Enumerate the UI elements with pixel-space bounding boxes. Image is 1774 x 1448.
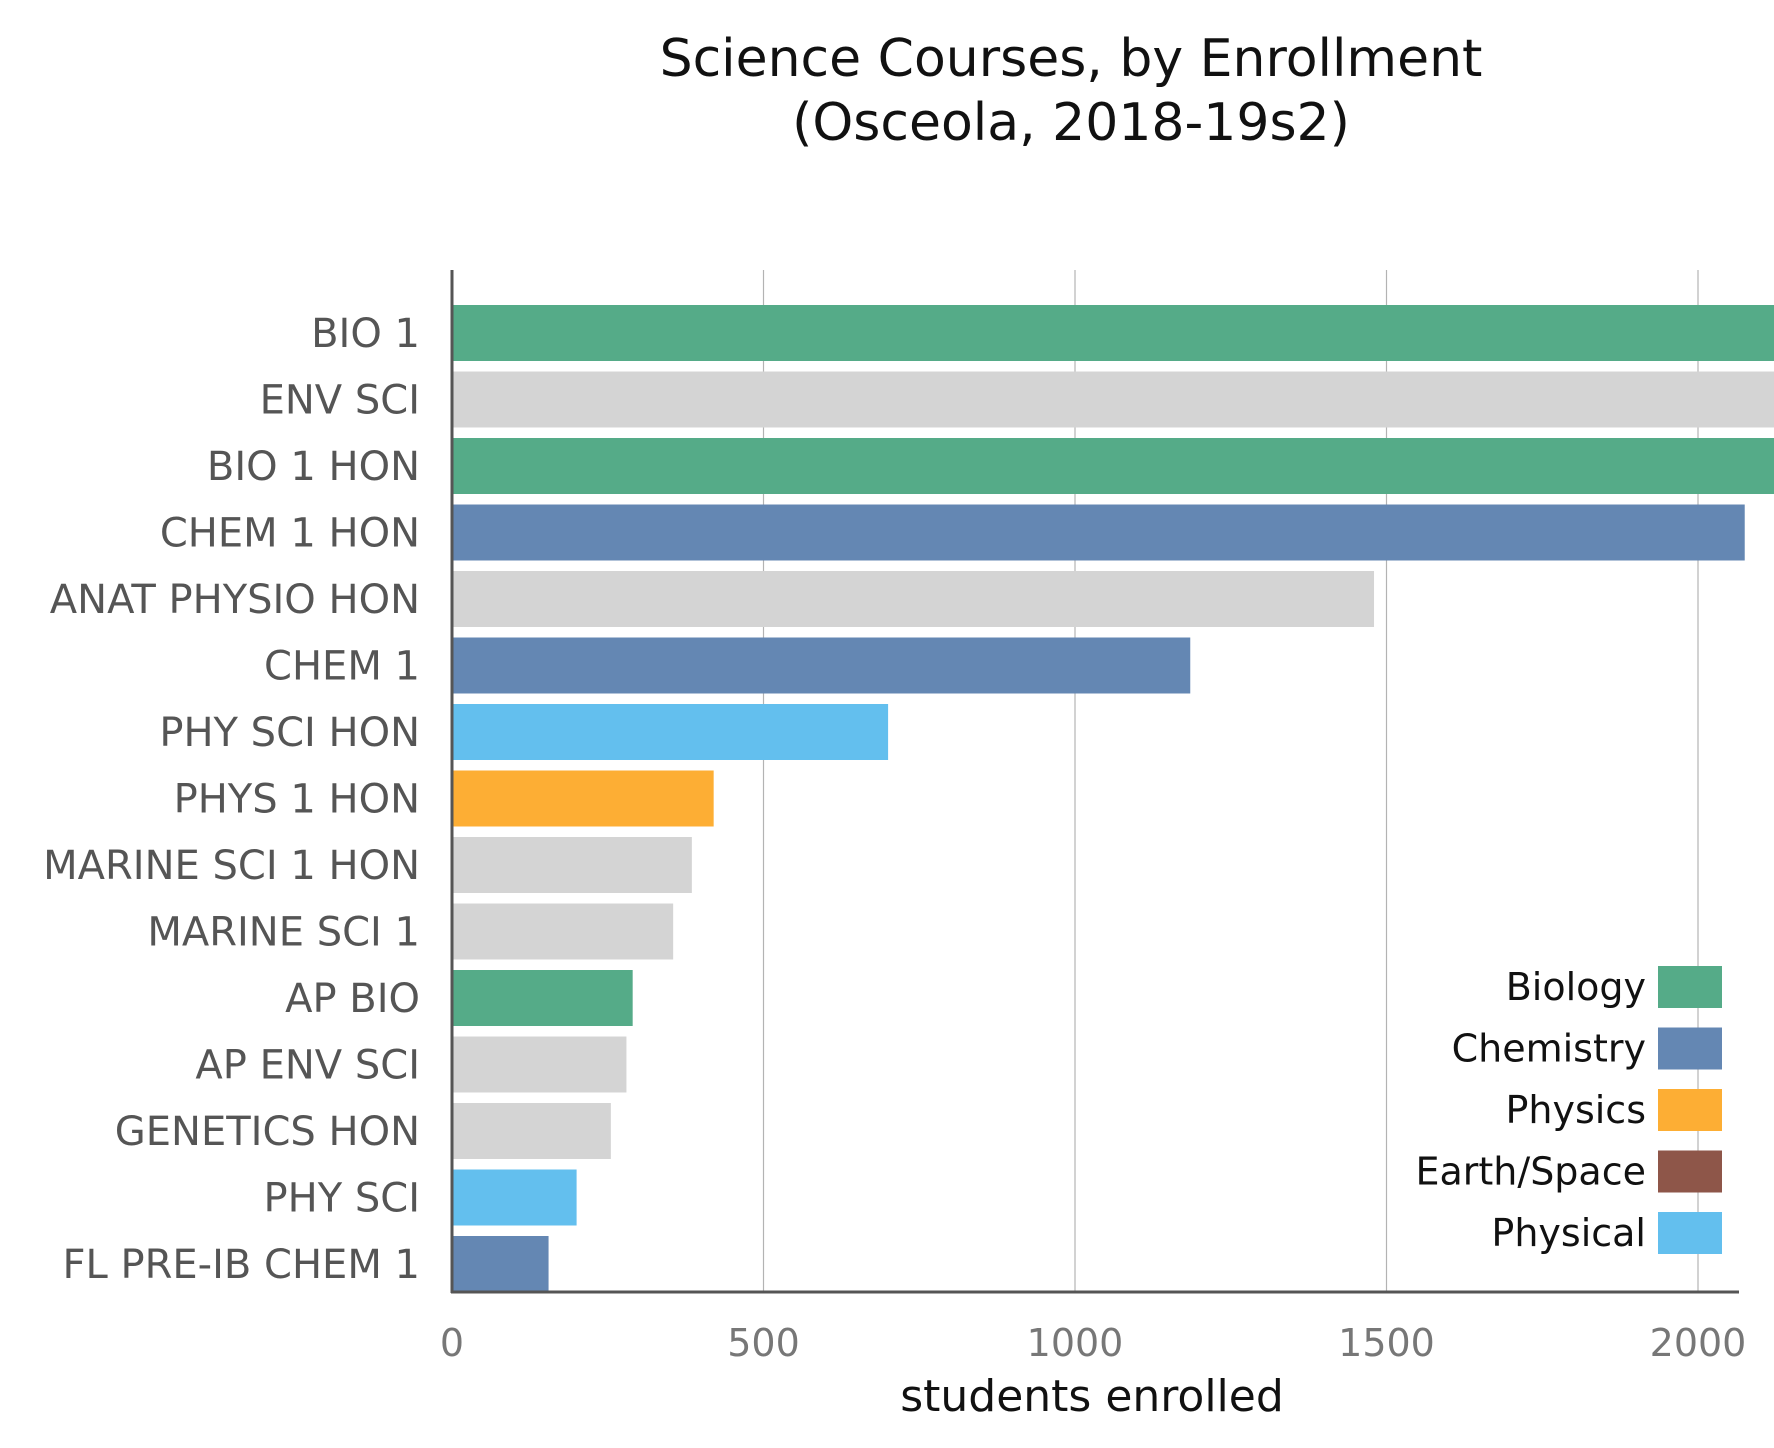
category-labels: BIO 1 ENV SCI BIO 1 HON CHEM 1 HON ANAT PHYS… bbox=[43, 311, 420, 1288]
legend-label: Physical bbox=[1491, 1211, 1646, 1255]
category-label: MARINE SCI 1 bbox=[147, 910, 420, 956]
category-label: CHEM 1 HON bbox=[160, 511, 420, 557]
chart-subtitle: (Osceola, 2018-19s2) bbox=[792, 93, 1350, 153]
category-label: GENETICS HON bbox=[115, 1109, 420, 1155]
x-tick-label: 0 bbox=[440, 1321, 464, 1365]
x-tick-label: 1500 bbox=[1338, 1321, 1435, 1365]
bar bbox=[452, 970, 633, 1026]
category-label: PHY SCI bbox=[264, 1176, 420, 1222]
x-axis-title: students enrolled bbox=[900, 1371, 1284, 1422]
bar bbox=[452, 371, 1774, 428]
x-tick-labels: 05001000150020002500300035004000 bbox=[440, 1321, 1747, 1365]
legend-swatch bbox=[1658, 1150, 1722, 1193]
bar bbox=[452, 704, 889, 760]
bar bbox=[452, 504, 1745, 561]
x-tick-label: 2000 bbox=[1650, 1321, 1747, 1365]
category-label: ENV SCI bbox=[260, 378, 420, 424]
bar bbox=[452, 1236, 549, 1292]
legend-label: Chemistry bbox=[1452, 1027, 1646, 1071]
x-tick-label: 500 bbox=[727, 1321, 800, 1365]
bar bbox=[452, 438, 1774, 494]
legend-label: Biology bbox=[1506, 965, 1646, 1009]
axes bbox=[450, 270, 1739, 1294]
legend-swatch bbox=[1658, 1212, 1722, 1254]
category-label: AP ENV SCI bbox=[195, 1043, 420, 1089]
legend-label: Earth/Space bbox=[1415, 1150, 1646, 1194]
bar bbox=[452, 1169, 577, 1226]
bar bbox=[452, 1103, 611, 1159]
bar bbox=[452, 1036, 627, 1093]
legend: Biology Chemistry Physics Earth/Space Physic… bbox=[1415, 965, 1722, 1255]
category-label: PHYS 1 HON bbox=[174, 777, 420, 823]
legend-label: Physics bbox=[1505, 1088, 1646, 1132]
bar bbox=[452, 305, 1774, 361]
x-tick-label: 1000 bbox=[1027, 1321, 1124, 1365]
bar bbox=[452, 637, 1191, 694]
category-label: AP BIO bbox=[285, 976, 420, 1022]
bar bbox=[452, 837, 692, 893]
category-label: ANAT PHYSIO HON bbox=[50, 577, 420, 623]
category-label: CHEM 1 bbox=[264, 644, 420, 690]
legend-swatch bbox=[1658, 966, 1722, 1008]
category-label: BIO 1 HON bbox=[207, 444, 420, 490]
bar bbox=[452, 770, 714, 827]
chart-title: Science Courses, by Enrollment bbox=[660, 29, 1483, 89]
bar bbox=[452, 571, 1375, 627]
category-label: PHY SCI HON bbox=[159, 710, 420, 756]
bars bbox=[452, 305, 1774, 1292]
category-label: BIO 1 bbox=[311, 311, 420, 357]
bar bbox=[452, 903, 674, 960]
category-label: FL PRE-IB CHEM 1 bbox=[62, 1242, 420, 1288]
category-label: MARINE SCI 1 HON bbox=[43, 843, 420, 889]
legend-swatch bbox=[1658, 1027, 1722, 1070]
legend-swatch bbox=[1658, 1089, 1722, 1131]
